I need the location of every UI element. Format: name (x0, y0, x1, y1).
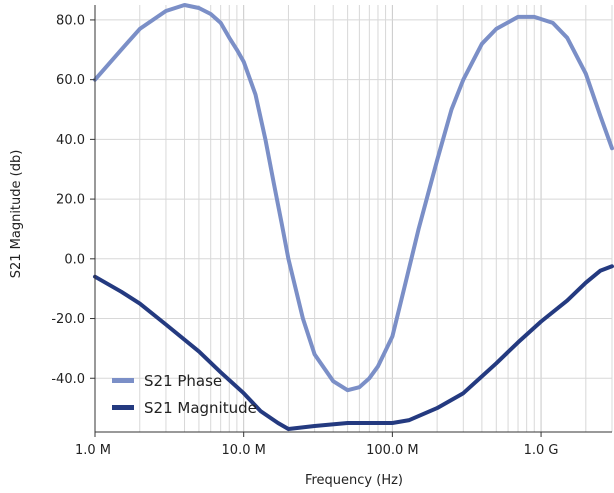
series-lines (93, 3, 614, 431)
x-tick-label: 10.0 M (222, 443, 266, 458)
y-axis-title: S21 Magnitude (db) (9, 150, 24, 279)
tick-labels: 80.0 60.0 40.0 20.0 0.0 -20.0 -40.0 1.0 M 10.0 M… (51, 13, 558, 458)
y-tick-label: 60.0 (56, 73, 85, 88)
series-line-s21-magnitude (93, 264, 614, 431)
x-tick-label: 100.0 M (366, 443, 419, 458)
y-tick-label: -40.0 (51, 372, 85, 387)
grid-lines (94, 5, 613, 432)
series-line-s21-phase (93, 3, 614, 393)
legend-swatch-phase (112, 378, 134, 383)
y-tick-label: 0.0 (64, 252, 85, 267)
y-tick-label: 40.0 (56, 133, 85, 148)
x-tick-label: 1.0 M (75, 443, 111, 458)
axes (90, 5, 612, 437)
legend-swatch-magnitude (112, 405, 134, 410)
y-tick-label: 80.0 (56, 13, 85, 28)
legend-label-phase: S21 Phase (144, 372, 222, 390)
x-tick-label: 1.0 G (524, 443, 559, 458)
x-axis-title: Frequency (Hz) (305, 473, 403, 488)
y-tick-label: -20.0 (51, 312, 85, 327)
legend: S21 Phase S21 Magnitude (112, 372, 257, 417)
y-tick-label: 20.0 (56, 193, 85, 208)
legend-label-magnitude: S21 Magnitude (144, 399, 257, 417)
